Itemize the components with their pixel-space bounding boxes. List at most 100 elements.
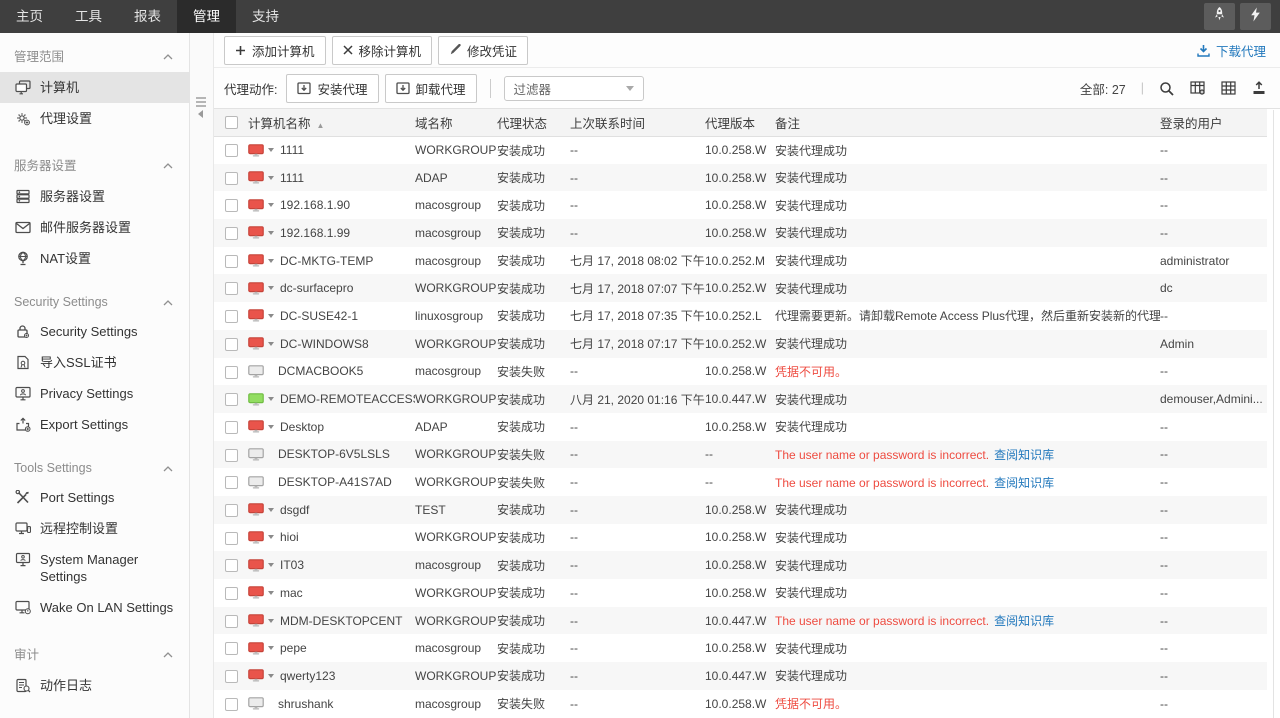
column-header-0[interactable]: 计算机名称 ▲ xyxy=(248,109,415,137)
sidebar-item-nat[interactable]: NAT设置 xyxy=(0,243,189,274)
row-checkbox[interactable] xyxy=(225,337,238,351)
nav-tab-2[interactable]: 报表 xyxy=(134,9,161,24)
sidebar-item-agent-gear[interactable]: 代理设置 xyxy=(0,103,189,134)
knowledge-base-link[interactable]: 查阅知识库 xyxy=(994,614,1055,629)
sidebar-item-mail[interactable]: 邮件服务器设置 xyxy=(0,212,189,243)
computer-name[interactable]: DCMACBOOK5 xyxy=(278,364,364,379)
row-checkbox[interactable] xyxy=(225,310,238,324)
sidebar-item-privacy-monitor[interactable]: Privacy Settings xyxy=(0,378,189,409)
computer-name[interactable]: qwerty123 xyxy=(280,668,336,683)
row-checkbox[interactable] xyxy=(225,587,238,600)
row-checkbox[interactable] xyxy=(225,199,238,213)
computer-name[interactable]: Desktop xyxy=(280,419,325,434)
row-checkbox[interactable] xyxy=(225,670,238,684)
computer-name[interactable]: 192.168.1.99 xyxy=(280,225,351,240)
row-actions-caret-icon[interactable] xyxy=(268,230,274,235)
row-actions-caret-icon[interactable] xyxy=(268,203,274,208)
row-checkbox[interactable] xyxy=(225,171,238,185)
row-actions-caret-icon[interactable] xyxy=(268,618,274,623)
computer-name[interactable]: shrushank xyxy=(278,696,334,711)
knowledge-base-link[interactable]: 查阅知识库 xyxy=(994,475,1055,490)
row-checkbox[interactable] xyxy=(225,559,238,573)
row-checkbox[interactable] xyxy=(225,227,238,241)
sidebar-item-remote-control[interactable]: 远程控制设置 xyxy=(0,513,189,544)
select-all-checkbox[interactable] xyxy=(225,116,238,130)
nav-tab-0[interactable]: 主页 xyxy=(16,9,43,24)
add-computer-button[interactable]: 添加计算机 xyxy=(224,35,326,65)
sidebar-section-header[interactable]: 服务器设置 xyxy=(0,144,189,181)
rocket-button[interactable] xyxy=(1204,3,1235,30)
row-checkbox[interactable] xyxy=(225,531,238,545)
row-checkbox[interactable] xyxy=(225,393,238,407)
column-header-3[interactable]: 上次联系时间 xyxy=(570,109,705,137)
row-actions-caret-icon[interactable] xyxy=(268,563,274,568)
computer-name[interactable]: DESKTOP-A41S7AD xyxy=(278,475,392,490)
column-header-4[interactable]: 代理版本 xyxy=(705,109,775,137)
nav-tab-3[interactable]: 管理 xyxy=(177,0,236,33)
computer-name[interactable]: dsgdf xyxy=(280,502,310,517)
column-header-5[interactable]: 备注 xyxy=(775,109,1160,137)
row-actions-caret-icon[interactable] xyxy=(268,258,274,263)
uninstall-agent-button[interactable]: 卸载代理 xyxy=(384,73,477,103)
sidebar-item-wol[interactable]: Wake On LAN Settings xyxy=(0,592,189,623)
computer-name[interactable]: hioi xyxy=(280,530,299,545)
row-actions-caret-icon[interactable] xyxy=(268,590,274,595)
row-actions-caret-icon[interactable] xyxy=(268,397,274,402)
sidebar-section-header[interactable]: Security Settings xyxy=(0,284,189,316)
computer-name[interactable]: DC-MKTG-TEMP xyxy=(280,253,374,268)
computer-name[interactable]: DEMO-REMOTEACCESS xyxy=(280,392,415,407)
row-checkbox[interactable] xyxy=(225,448,238,462)
knowledge-base-link[interactable]: 查阅知识库 xyxy=(994,447,1055,462)
row-actions-caret-icon[interactable] xyxy=(268,673,274,678)
row-actions-caret-icon[interactable] xyxy=(268,535,274,540)
sidebar-section-header[interactable]: 审计 xyxy=(0,633,189,670)
row-checkbox[interactable] xyxy=(225,642,238,656)
row-checkbox[interactable] xyxy=(225,476,238,490)
computer-name[interactable]: DC-SUSE42-1 xyxy=(280,308,359,323)
row-actions-caret-icon[interactable] xyxy=(268,424,274,429)
computer-name[interactable]: DESKTOP-6V5LSLS xyxy=(278,447,390,462)
remove-computer-button[interactable]: 移除计算机 xyxy=(331,35,433,65)
row-checkbox[interactable] xyxy=(225,365,238,379)
filter-dropdown[interactable]: 过滤器 xyxy=(503,75,644,101)
row-actions-caret-icon[interactable] xyxy=(268,507,274,512)
modify-credentials-button[interactable]: 修改凭证 xyxy=(438,35,529,65)
sidebar-item-computers[interactable]: 计算机 xyxy=(0,72,189,103)
row-checkbox[interactable] xyxy=(225,503,238,517)
row-actions-caret-icon[interactable] xyxy=(268,286,274,291)
row-actions-caret-icon[interactable] xyxy=(268,313,274,318)
nav-tab-1[interactable]: 工具 xyxy=(75,9,102,24)
computer-name[interactable]: 1111 xyxy=(280,143,305,158)
search-icon[interactable] xyxy=(1159,81,1174,96)
computer-name[interactable]: IT03 xyxy=(280,558,305,573)
computer-name[interactable]: pepe xyxy=(280,641,307,656)
sidebar-item-port-tools[interactable]: Port Settings xyxy=(0,482,189,513)
column-header-6[interactable]: 登录的用户 xyxy=(1160,109,1267,137)
lightning-button[interactable] xyxy=(1240,3,1271,30)
row-actions-caret-icon[interactable] xyxy=(268,175,274,180)
computer-name[interactable]: dc-surfacepro xyxy=(280,281,354,296)
grid-icon[interactable] xyxy=(1221,81,1236,95)
row-checkbox[interactable] xyxy=(225,420,238,434)
sidebar-section-header[interactable]: Tools Settings xyxy=(0,450,189,482)
sidebar-item-server[interactable]: 服务器设置 xyxy=(0,181,189,212)
row-checkbox[interactable] xyxy=(225,282,238,296)
export-icon[interactable] xyxy=(1252,81,1266,95)
sidebar-collapse-handle[interactable] xyxy=(196,95,207,118)
row-checkbox[interactable] xyxy=(225,254,238,268)
computer-name[interactable]: MDM-DESKTOPCENT xyxy=(280,613,403,628)
sidebar-item-ssl-cert[interactable]: 导入SSL证书 xyxy=(0,347,189,378)
computer-name[interactable]: 1111 xyxy=(280,170,305,185)
row-checkbox[interactable] xyxy=(225,144,238,158)
computer-name[interactable]: DC-WINDOWS8 xyxy=(280,336,369,351)
sidebar-item-export-settings[interactable]: Export Settings xyxy=(0,409,189,440)
scrollbar-track[interactable] xyxy=(1273,110,1274,718)
sidebar-item-system-manager[interactable]: System Manager Settings xyxy=(0,544,189,592)
row-actions-caret-icon[interactable] xyxy=(268,341,274,346)
column-header-1[interactable]: 域名称 xyxy=(415,109,497,137)
computer-name[interactable]: mac xyxy=(280,585,303,600)
download-agent-link[interactable]: 下载代理 xyxy=(1197,41,1266,60)
nav-tab-4[interactable]: 支持 xyxy=(252,9,279,24)
column-header-2[interactable]: 代理状态 xyxy=(497,109,570,137)
install-agent-button[interactable]: 安装代理 xyxy=(286,73,379,103)
